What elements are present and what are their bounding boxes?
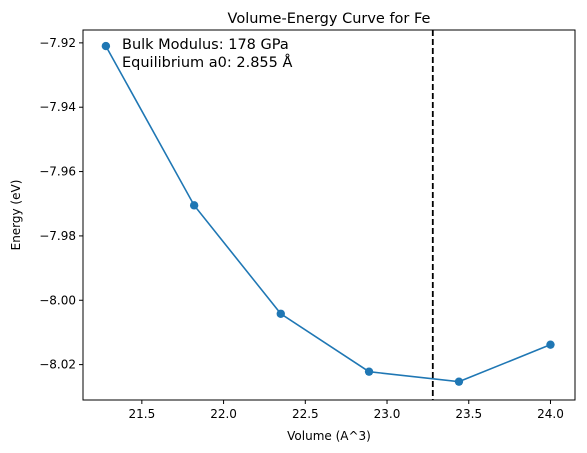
data-point (546, 340, 555, 349)
y-tick-label: −7.96 (39, 165, 76, 179)
y-axis-label: Energy (eV) (9, 180, 23, 251)
data-point (101, 41, 111, 51)
plot-frame (82, 29, 576, 401)
x-tick-label: 22.0 (210, 407, 237, 421)
series-layer (101, 41, 555, 386)
y-axis: −7.92 −7.94 −7.96 −7.98 −8.00 −8.02 (39, 36, 83, 372)
x-tick-label: 21.5 (128, 407, 155, 421)
y-tick-label: −7.94 (39, 100, 76, 114)
annotation-bulk-modulus: Bulk Modulus: 178 GPa (122, 37, 289, 53)
x-axis: 21.5 22.0 22.5 23.0 23.5 24.0 (128, 400, 564, 421)
x-tick-label: 22.5 (292, 407, 319, 421)
x-axis-label: Volume (A^3) (287, 429, 371, 443)
data-point (276, 309, 285, 318)
annotation-equilibrium: Equilibrium a0: 2.855 Å (122, 54, 292, 71)
y-tick-label: −8.00 (39, 293, 76, 307)
data-point (454, 377, 464, 386)
y-tick-label: −8.02 (39, 358, 76, 372)
y-tick-label: −7.98 (39, 229, 76, 243)
data-point (189, 201, 199, 210)
x-tick-label: 23.5 (455, 407, 482, 421)
y-tick-label: −7.92 (39, 36, 76, 50)
series-line (105, 45, 551, 383)
x-tick-label: 23.0 (374, 407, 401, 421)
chart-title: Volume-Energy Curve for Fe (228, 11, 431, 27)
x-tick-label: 24.0 (537, 407, 564, 421)
data-point (364, 367, 374, 376)
